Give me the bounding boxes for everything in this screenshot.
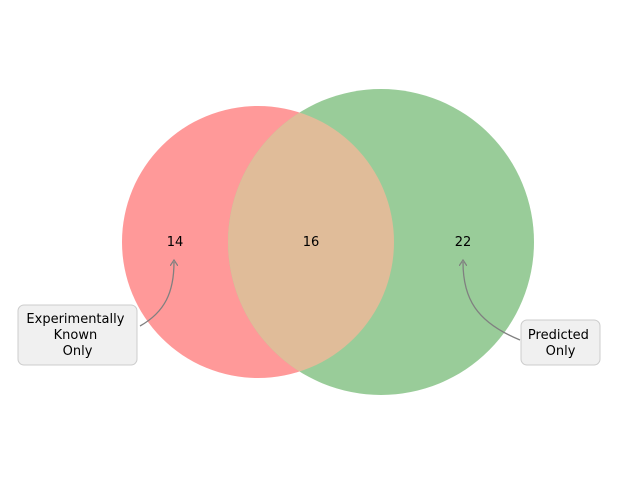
right-annotation-line-2: Only (546, 344, 576, 359)
left-annotation-arrow (139, 262, 174, 327)
left-only-count: 14 (167, 235, 184, 250)
right-only-count: 22 (455, 235, 472, 250)
left-annotation-line-1: Experimentally (26, 312, 124, 327)
left-annotation-text: Experimentally Known Only (26, 312, 128, 359)
right-annotation-text: Predicted Only (528, 328, 593, 359)
left-annotation-line-3: Only (63, 344, 93, 359)
right-annotation-box (520, 319, 601, 366)
right-annotation-arrow (463, 262, 521, 341)
intersection-count: 16 (303, 235, 320, 250)
left-annotation-line-2: Known (54, 328, 98, 343)
left-annotation-box (17, 304, 138, 366)
intersection-region (228, 106, 394, 378)
right-annotation-line-1: Predicted (528, 328, 589, 343)
